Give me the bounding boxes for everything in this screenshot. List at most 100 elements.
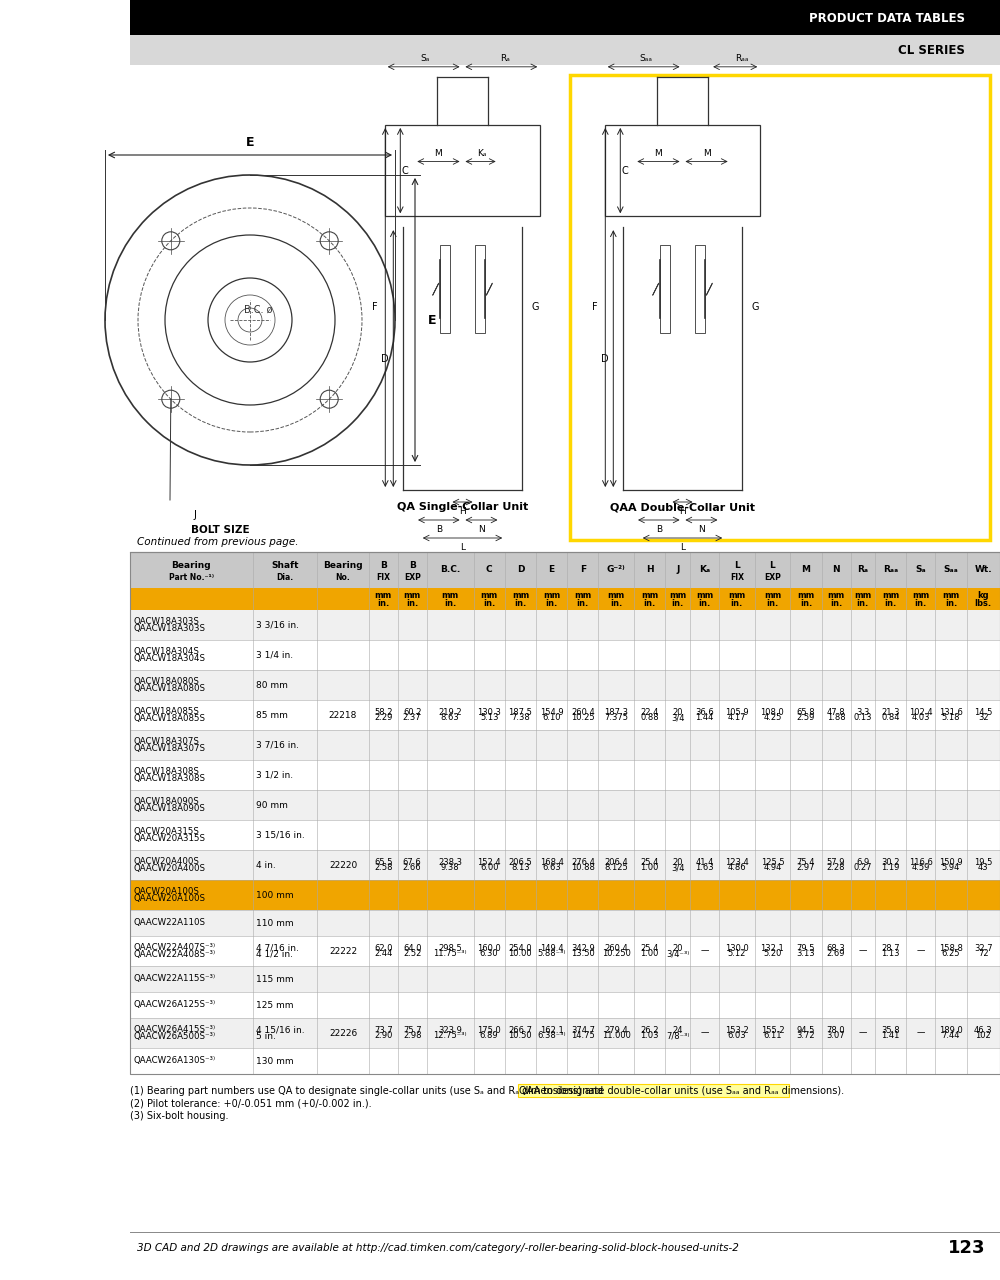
Text: 266.7: 266.7 bbox=[508, 1025, 532, 1034]
Text: 1.00: 1.00 bbox=[641, 950, 659, 959]
Text: N: N bbox=[832, 566, 840, 575]
Text: in.: in. bbox=[577, 599, 589, 608]
Text: BOLT SIZE: BOLT SIZE bbox=[191, 525, 249, 535]
Text: 105.9: 105.9 bbox=[725, 708, 749, 717]
Text: Kₐ: Kₐ bbox=[477, 148, 486, 157]
Text: in.: in. bbox=[698, 599, 711, 608]
Text: 2.37: 2.37 bbox=[403, 713, 422, 722]
Text: Rₐₐ: Rₐₐ bbox=[883, 566, 898, 575]
Text: B: B bbox=[409, 561, 416, 570]
Text: in.: in. bbox=[857, 599, 869, 608]
Text: H: H bbox=[646, 566, 654, 575]
Text: 1.88: 1.88 bbox=[827, 713, 845, 722]
Text: 2.58: 2.58 bbox=[374, 863, 392, 872]
Text: 123: 123 bbox=[948, 1239, 985, 1257]
Text: L: L bbox=[734, 561, 740, 570]
Text: mm: mm bbox=[543, 590, 560, 599]
Text: 5.94: 5.94 bbox=[942, 863, 960, 872]
Text: 4.86: 4.86 bbox=[727, 863, 746, 872]
Text: 3 1/4 in.: 3 1/4 in. bbox=[256, 650, 293, 659]
Text: mm: mm bbox=[797, 590, 815, 599]
Text: mm: mm bbox=[641, 590, 658, 599]
Text: 19.5: 19.5 bbox=[974, 858, 992, 867]
Text: mm: mm bbox=[608, 590, 625, 599]
Text: 260.4: 260.4 bbox=[604, 943, 628, 952]
Text: 65.5: 65.5 bbox=[374, 858, 392, 867]
Text: 2.52: 2.52 bbox=[403, 950, 421, 959]
Text: EXP: EXP bbox=[764, 573, 781, 582]
Text: 8.125: 8.125 bbox=[604, 863, 628, 872]
Text: 67.6: 67.6 bbox=[403, 858, 422, 867]
Text: C: C bbox=[486, 566, 492, 575]
Text: 68.3: 68.3 bbox=[827, 943, 845, 952]
Text: 80 mm: 80 mm bbox=[256, 681, 288, 690]
Text: 57.9: 57.9 bbox=[827, 858, 845, 867]
Text: 130.3: 130.3 bbox=[477, 708, 501, 717]
Text: in.: in. bbox=[644, 599, 656, 608]
Text: E: E bbox=[246, 136, 254, 148]
Text: M: M bbox=[703, 148, 710, 157]
Text: 3/4: 3/4 bbox=[671, 713, 684, 722]
Bar bbox=[130, 936, 1000, 966]
Text: in.: in. bbox=[830, 599, 842, 608]
Bar bbox=[130, 966, 1000, 992]
Text: 100 mm: 100 mm bbox=[256, 891, 293, 900]
Text: QAACW20A315S: QAACW20A315S bbox=[133, 833, 205, 842]
Text: CL SERIES: CL SERIES bbox=[898, 44, 965, 56]
Text: 6.03: 6.03 bbox=[727, 1032, 746, 1041]
Text: 41.4: 41.4 bbox=[695, 858, 714, 867]
Text: QACW20A400S: QACW20A400S bbox=[133, 858, 199, 867]
Text: 1.03: 1.03 bbox=[641, 1032, 659, 1041]
Text: 22222: 22222 bbox=[329, 946, 357, 955]
Text: 65.8: 65.8 bbox=[797, 708, 815, 717]
Text: QACW20A100S: QACW20A100S bbox=[133, 887, 199, 896]
Text: —: — bbox=[917, 1029, 925, 1038]
Bar bbox=[130, 910, 1000, 936]
Text: 1.41: 1.41 bbox=[882, 1032, 900, 1041]
Bar bbox=[130, 1018, 1000, 1048]
Text: in.: in. bbox=[766, 599, 779, 608]
Text: 6.89: 6.89 bbox=[480, 1032, 498, 1041]
Text: 187.5: 187.5 bbox=[508, 708, 532, 717]
Text: 2.66: 2.66 bbox=[403, 863, 422, 872]
Text: 30.2: 30.2 bbox=[881, 858, 900, 867]
Text: Rₐ: Rₐ bbox=[500, 54, 510, 63]
Text: 125 mm: 125 mm bbox=[256, 1001, 293, 1010]
Text: mm: mm bbox=[942, 590, 960, 599]
Text: D: D bbox=[601, 353, 609, 364]
Text: 323.9: 323.9 bbox=[438, 1025, 462, 1034]
Text: QACW18A307S: QACW18A307S bbox=[133, 737, 199, 746]
Text: 260.4: 260.4 bbox=[571, 708, 595, 717]
Bar bbox=[130, 730, 1000, 760]
Text: 160.0: 160.0 bbox=[477, 943, 501, 952]
Bar bbox=[130, 640, 1000, 669]
Text: 5.13: 5.13 bbox=[480, 713, 498, 722]
Text: 132.1: 132.1 bbox=[761, 943, 784, 952]
Bar bbox=[130, 669, 1000, 700]
Text: mm: mm bbox=[404, 590, 421, 599]
Text: 5.18: 5.18 bbox=[942, 713, 960, 722]
Text: in.: in. bbox=[483, 599, 495, 608]
Text: —: — bbox=[700, 946, 709, 955]
Text: QAACW26A500S⁻³⁾: QAACW26A500S⁻³⁾ bbox=[133, 1032, 215, 1041]
Text: 4.17: 4.17 bbox=[728, 713, 746, 722]
Text: 4.03: 4.03 bbox=[912, 713, 930, 722]
Text: 47.8: 47.8 bbox=[827, 708, 845, 717]
Text: 5 in.: 5 in. bbox=[256, 1032, 276, 1041]
Text: 4.59: 4.59 bbox=[912, 863, 930, 872]
Text: QAACW18A308S: QAACW18A308S bbox=[133, 773, 205, 783]
Bar bbox=[385, 125, 540, 216]
Text: 10.50: 10.50 bbox=[509, 1032, 532, 1041]
Text: 25.4: 25.4 bbox=[641, 943, 659, 952]
Text: QAACW26A415S⁻³⁾: QAACW26A415S⁻³⁾ bbox=[133, 1025, 215, 1034]
Text: 3D CAD and 2D drawings are available at http://cad.timken.com/category/-roller-b: 3D CAD and 2D drawings are available at … bbox=[137, 1243, 739, 1253]
Text: J: J bbox=[194, 509, 196, 520]
Text: —: — bbox=[700, 1029, 709, 1038]
Text: 155.2: 155.2 bbox=[761, 1025, 784, 1034]
Text: (3) Six-bolt housing.: (3) Six-bolt housing. bbox=[130, 1111, 228, 1121]
Text: Bearing: Bearing bbox=[323, 561, 363, 570]
Text: mm: mm bbox=[728, 590, 745, 599]
Text: QAACW22A115S⁻³⁾: QAACW22A115S⁻³⁾ bbox=[133, 974, 215, 983]
Text: mm: mm bbox=[764, 590, 781, 599]
Text: L: L bbox=[680, 543, 685, 552]
